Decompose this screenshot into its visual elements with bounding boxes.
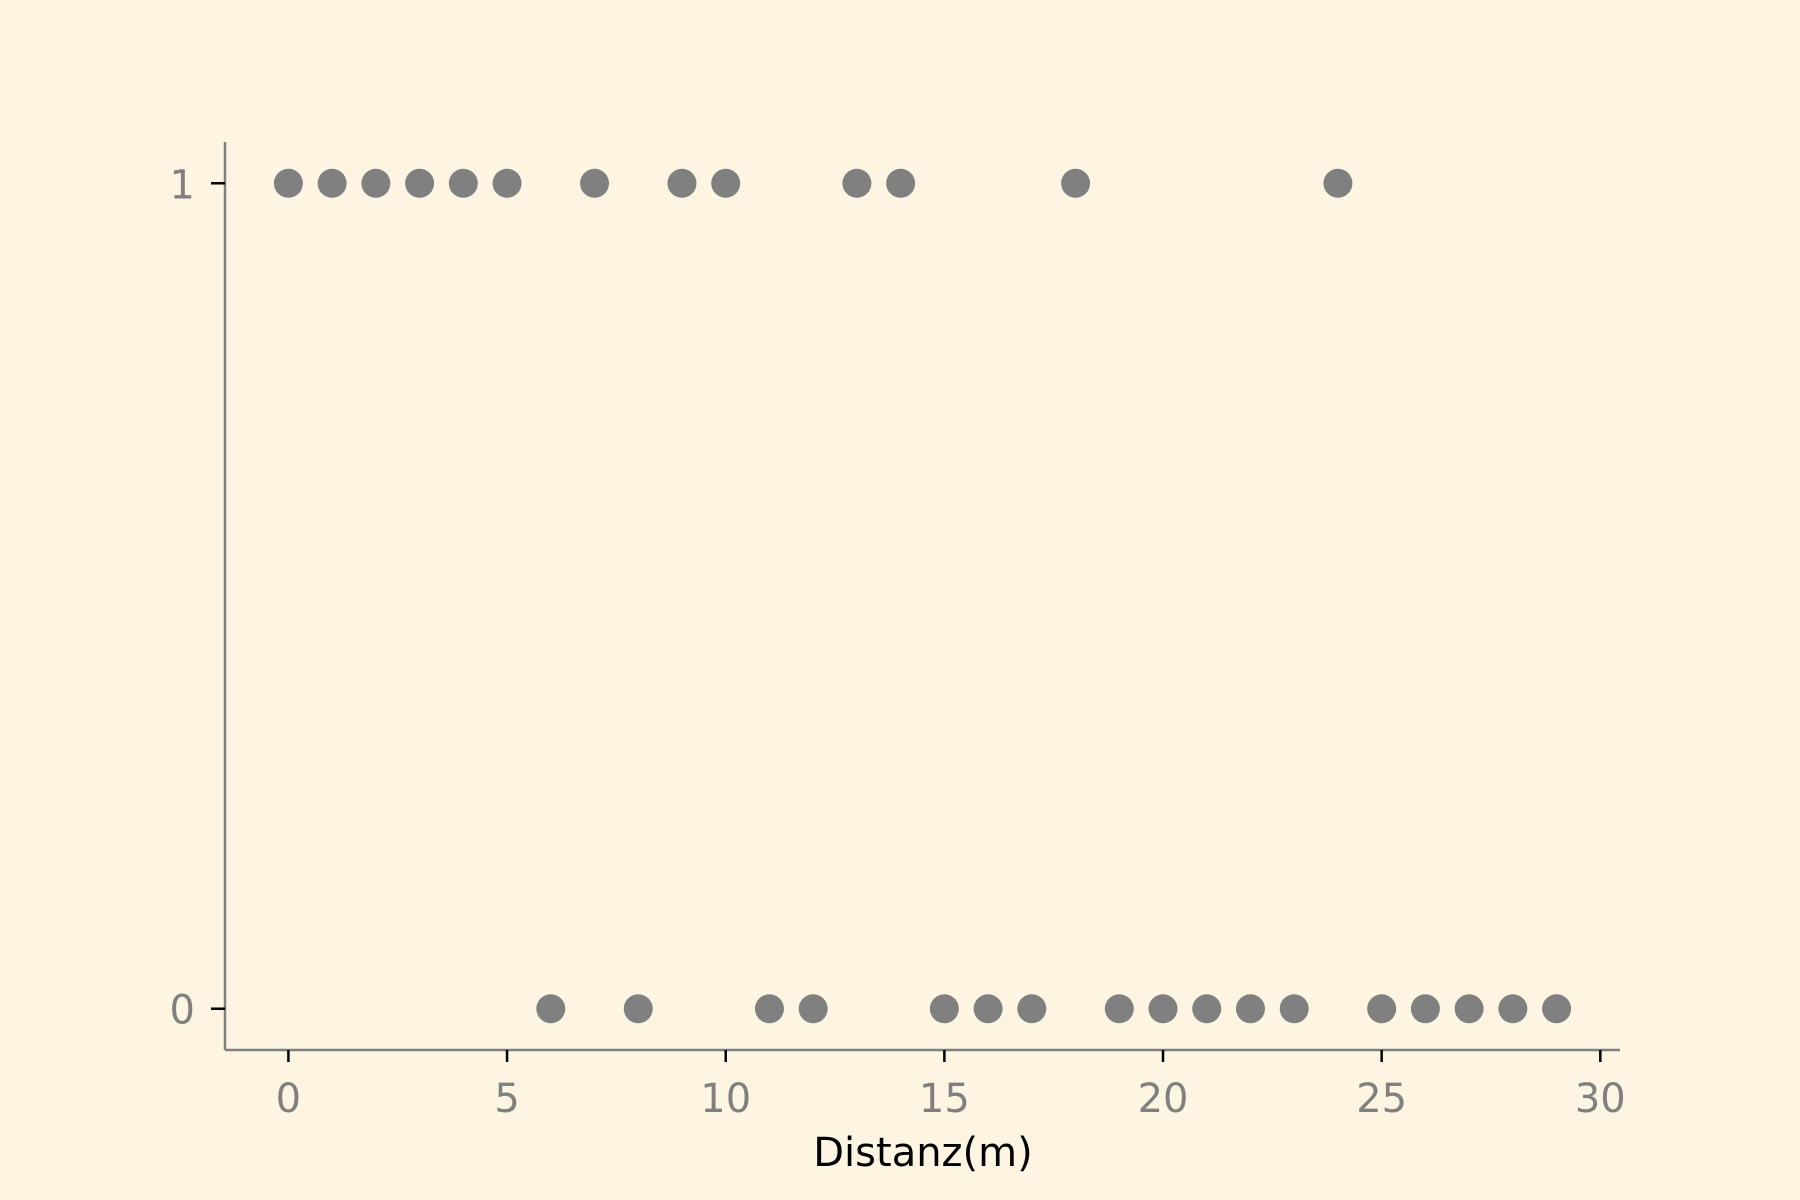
data-point <box>1323 168 1353 198</box>
x-tick-label: 5 <box>494 1076 519 1122</box>
data-point <box>273 168 303 198</box>
data-point <box>1279 994 1309 1024</box>
data-point <box>580 168 610 198</box>
data-point <box>1104 994 1134 1024</box>
x-axis-title: Distanz(m) <box>813 1130 1032 1176</box>
x-tick-label: 10 <box>700 1076 751 1122</box>
data-point <box>361 168 391 198</box>
x-tick-label: 15 <box>919 1076 970 1122</box>
data-point <box>754 994 784 1024</box>
data-point <box>1017 994 1047 1024</box>
data-point <box>1192 994 1222 1024</box>
y-tick-label: 0 <box>170 988 195 1034</box>
data-point <box>1148 994 1178 1024</box>
data-point <box>492 168 522 198</box>
data-point <box>623 994 653 1024</box>
x-tick-label: 20 <box>1138 1076 1189 1122</box>
data-point <box>886 168 916 198</box>
data-point <box>317 168 347 198</box>
data-point <box>405 168 435 198</box>
data-point <box>1498 994 1528 1024</box>
data-point <box>667 168 697 198</box>
y-tick-label: 1 <box>170 162 195 208</box>
data-point <box>973 994 1003 1024</box>
data-point <box>1061 168 1091 198</box>
x-tick-label: 25 <box>1356 1076 1407 1122</box>
plot-area: 0 5 10 15 20 25 30 0 1 <box>170 142 1626 1122</box>
data-point <box>1410 994 1440 1024</box>
data-point <box>711 168 741 198</box>
data-point <box>1235 994 1265 1024</box>
data-point <box>798 994 828 1024</box>
data-point <box>929 994 959 1024</box>
data-point <box>448 168 478 198</box>
data-point <box>1542 994 1572 1024</box>
x-tick-label: 0 <box>276 1076 301 1122</box>
data-point <box>1454 994 1484 1024</box>
x-tick-label: 30 <box>1575 1076 1626 1122</box>
data-point <box>536 994 566 1024</box>
data-point <box>842 168 872 198</box>
data-point <box>1367 994 1397 1024</box>
